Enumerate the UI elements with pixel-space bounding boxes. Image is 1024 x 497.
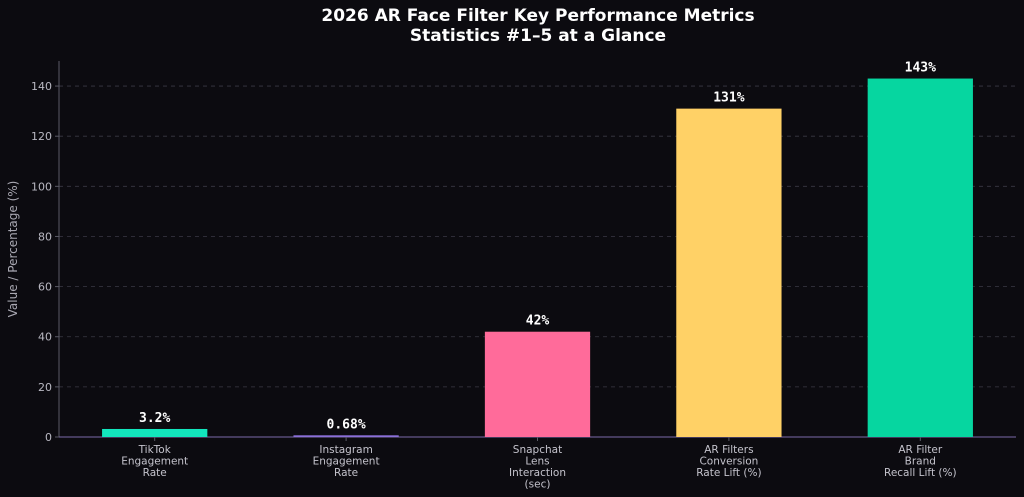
- y-tick-labels: 0 20 40 60 80 100 120 140: [31, 80, 52, 444]
- x-tick-label: TikTok Engagement Rate: [121, 444, 188, 479]
- x-tick-label: AR Filters Conversion Rate Lift (%): [696, 444, 761, 479]
- x-tick-label: Snapchat Lens Interaction (sec): [509, 444, 566, 491]
- y-tick-label: 140: [31, 80, 52, 93]
- y-tick-label: 100: [31, 180, 52, 193]
- chart-title: 2026 AR Face Filter Key Performance Metr…: [321, 6, 754, 26]
- x-tick-label-line: Rate: [334, 467, 358, 479]
- x-tick-label-line: AR Filter: [898, 444, 943, 456]
- x-tick-label-line: TikTok: [138, 444, 172, 456]
- x-tick-label-line: Snapchat: [513, 444, 562, 456]
- x-tick-label-line: Rate Lift (%): [696, 467, 761, 479]
- x-tick-label-line: Recall Lift (%): [884, 467, 957, 479]
- x-tick-label-line: Instagram: [319, 444, 372, 456]
- data-label: 131%: [713, 91, 744, 106]
- bar: [484, 331, 591, 437]
- y-tick-label: 120: [31, 130, 52, 143]
- x-tick-label-line: Interaction: [509, 467, 566, 479]
- y-tick-label: 20: [38, 381, 52, 394]
- y-tick-label: 40: [38, 331, 52, 344]
- x-tick-label: Instagram Engagement Rate: [313, 444, 380, 479]
- y-axis-label: Value / Percentage (%): [6, 181, 20, 318]
- data-label: 42%: [526, 314, 550, 329]
- data-label: 143%: [905, 61, 936, 76]
- y-tick-label: 60: [38, 281, 52, 294]
- y-tick-label: 0: [45, 431, 52, 444]
- bar: [102, 428, 208, 437]
- x-tick-label-line: Engagement: [121, 456, 188, 468]
- x-tick-label-line: Rate: [143, 467, 167, 479]
- bars: [102, 78, 973, 438]
- y-tick-label: 80: [38, 230, 52, 243]
- data-label: 3.2%: [139, 411, 170, 426]
- x-tick-label: AR Filter Brand Recall Lift (%): [884, 444, 957, 479]
- bar: [867, 78, 973, 438]
- x-tick-label-line: Conversion: [699, 456, 758, 468]
- bar: [293, 435, 399, 437]
- x-tick-label-line: Brand: [905, 456, 936, 468]
- chart-subtitle: Statistics #1–5 at a Glance: [410, 26, 666, 46]
- bar: [676, 108, 782, 438]
- x-tick-label-line: Lens: [525, 456, 549, 468]
- x-tick-label-line: Engagement: [313, 456, 380, 468]
- data-labels: 3.2% 0.68% 42% 131% 143%: [139, 61, 936, 433]
- x-tick-label-line: AR Filters: [704, 444, 753, 456]
- data-label: 0.68%: [327, 417, 366, 432]
- x-tick-label-line: (sec): [525, 479, 551, 491]
